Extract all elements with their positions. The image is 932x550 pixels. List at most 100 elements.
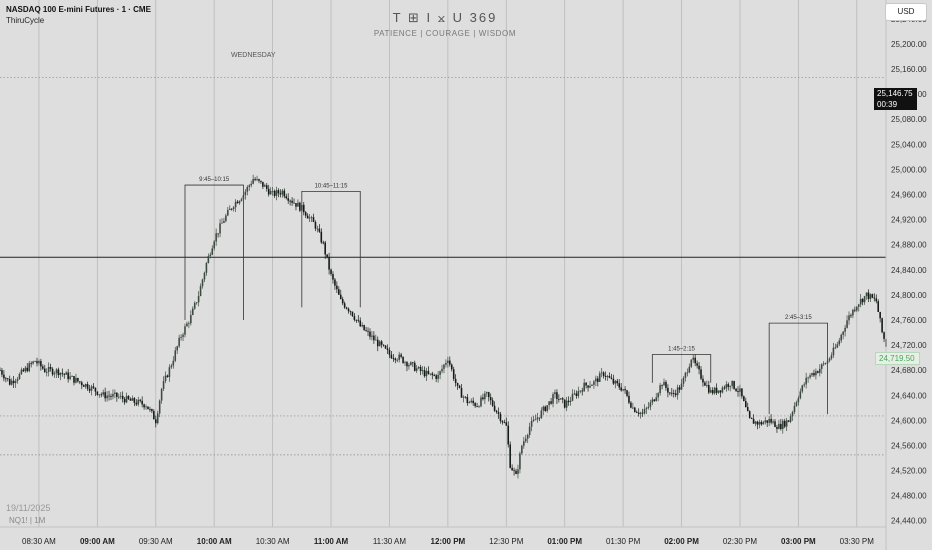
candle-body <box>439 371 441 375</box>
time-axis[interactable]: 08:30 AM 09:00 AM 09:30 AM 10:00 AM 10:30 AM… <box>22 537 874 546</box>
candle-body <box>593 381 595 385</box>
candle-body <box>791 412 794 417</box>
candle-body <box>635 412 638 413</box>
candle-body <box>291 200 293 203</box>
candle-body <box>852 309 854 316</box>
candle-body <box>80 382 83 386</box>
candle-body <box>112 393 114 397</box>
candle-body <box>678 387 681 390</box>
candle-body <box>106 395 108 399</box>
cycle-box <box>301 190 361 308</box>
time-tick-label: 02:00 PM <box>664 537 699 546</box>
candle-body <box>746 407 749 412</box>
candle-body <box>164 375 167 382</box>
currency-button[interactable]: USD <box>885 3 927 21</box>
candle-body <box>583 382 585 392</box>
candle-body <box>412 362 414 364</box>
candle-body <box>846 320 848 328</box>
candle-body <box>258 179 260 181</box>
candle-body <box>205 262 208 273</box>
candle-body <box>643 409 646 414</box>
candle-body <box>795 402 798 406</box>
candle-body <box>706 385 708 386</box>
candle-body <box>223 221 225 223</box>
candle-body <box>723 387 726 389</box>
candle-body <box>5 378 7 380</box>
brand-watermark: T ⊞ I ⨲ U 369 <box>392 10 498 25</box>
cycle-box-label: 9:45–10:15 <box>199 177 230 183</box>
candle-body <box>119 395 122 397</box>
candle-body <box>774 421 776 428</box>
candle-body <box>431 373 434 376</box>
candle-body <box>785 420 788 427</box>
candle-body <box>540 410 543 419</box>
candle-body <box>195 302 198 304</box>
candle-body <box>484 393 486 400</box>
candle-body <box>341 298 344 304</box>
candle-body <box>98 394 101 396</box>
candle-body <box>598 373 601 382</box>
candle-body <box>645 407 648 410</box>
candle-body <box>850 315 852 317</box>
candle-body <box>129 398 132 401</box>
candle-body <box>18 373 21 380</box>
candle-body <box>778 423 780 429</box>
candle-body <box>84 384 87 387</box>
candle-body <box>178 337 180 347</box>
candle-body <box>452 369 455 379</box>
candle-body <box>382 344 385 346</box>
candle-body <box>688 366 691 373</box>
candle-body <box>468 402 471 404</box>
candle-body <box>65 372 68 375</box>
candle-body <box>663 381 665 386</box>
candle-body <box>248 185 251 187</box>
candle-body <box>51 368 54 375</box>
candle-body <box>698 365 700 370</box>
candle-body <box>55 369 58 374</box>
candle-body <box>236 201 239 204</box>
candle-body <box>871 294 874 298</box>
candle-body <box>390 354 393 359</box>
cycle-box <box>768 322 828 415</box>
candle-body <box>865 292 868 297</box>
candle-body <box>873 297 876 299</box>
candle-body <box>805 377 807 385</box>
candle-body <box>114 392 116 394</box>
candle-body <box>314 221 317 229</box>
indicator-name[interactable]: ThiruCycle <box>6 16 45 25</box>
candle-body <box>682 377 685 384</box>
candle-body <box>225 215 227 222</box>
candle-body <box>217 233 219 235</box>
candle-body <box>817 371 819 373</box>
candle-body <box>614 380 617 384</box>
instrument-title[interactable]: NASDAQ 100 E-mini Futures · 1 · CME <box>6 5 151 14</box>
price-tick-label: 25,040.00 <box>891 140 927 149</box>
candle-body <box>558 398 560 400</box>
candle-body <box>556 392 558 399</box>
candle-body <box>501 420 504 423</box>
candle-body <box>149 409 151 410</box>
candle-body <box>336 285 338 290</box>
candle-body <box>604 375 607 377</box>
candle-body <box>16 379 19 382</box>
candle-body <box>376 339 379 347</box>
candle-body <box>244 191 247 196</box>
candle-body <box>497 412 500 414</box>
candle-body <box>595 378 597 382</box>
candle-body <box>34 361 36 362</box>
candle-body <box>172 360 175 366</box>
candle-body <box>347 308 350 312</box>
candle-body <box>22 369 25 372</box>
candle-body <box>649 402 652 407</box>
candle-body <box>731 381 733 386</box>
candle-body <box>404 362 406 363</box>
candle-body <box>842 331 844 335</box>
candle-body <box>285 196 288 199</box>
candle-body <box>201 279 204 287</box>
candle-body <box>585 382 587 386</box>
candle-body <box>386 348 389 350</box>
candle-body <box>153 411 155 420</box>
candle-body <box>532 419 535 421</box>
candle-body <box>752 418 755 424</box>
